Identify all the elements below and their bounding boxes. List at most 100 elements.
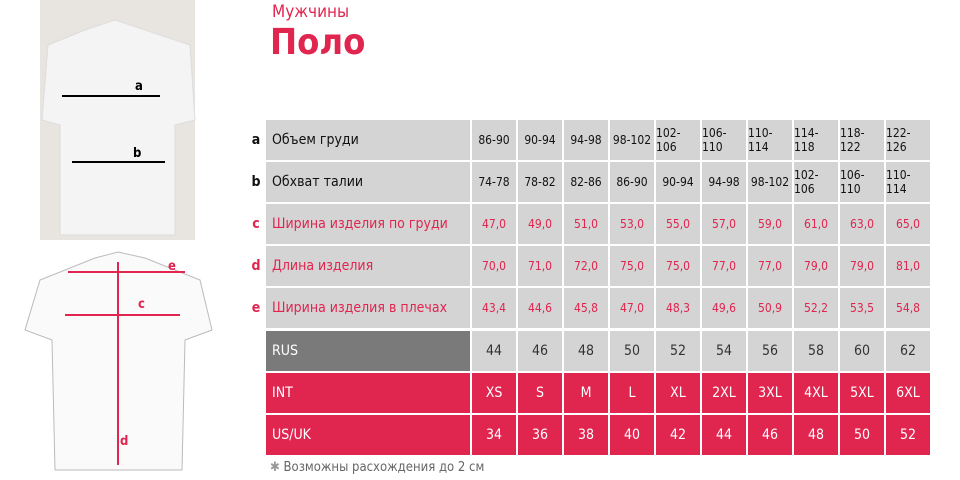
size-cell: 49,6: [702, 288, 746, 328]
size-cell: 122-126: [886, 120, 930, 160]
size-cell: 52: [886, 415, 930, 455]
size-cell: 52,2: [794, 288, 838, 328]
size-cell: 6XL: [886, 373, 930, 413]
size-cell: 34: [472, 415, 516, 455]
size-cell: 4XL: [794, 373, 838, 413]
size-cell: XL: [656, 373, 700, 413]
size-cell: 102-106: [794, 162, 838, 202]
size-cell: 79,0: [794, 246, 838, 286]
size-cell: 98-102: [748, 162, 792, 202]
size-cell: 75,0: [610, 246, 654, 286]
size-cell: 47,0: [610, 288, 654, 328]
size-cell: 72,0: [564, 246, 608, 286]
size-cell: 110-114: [748, 120, 792, 160]
row-label: Длина изделия: [266, 246, 470, 286]
row-label: Ширина изделия по груди: [266, 204, 470, 244]
size-cell: 70,0: [472, 246, 516, 286]
size-cell: 46: [518, 331, 562, 371]
size-cell: 61,0: [794, 204, 838, 244]
size-cell: 47,0: [472, 204, 516, 244]
size-cell: 59,0: [748, 204, 792, 244]
row-letter: b: [251, 174, 261, 190]
title: Поло: [270, 22, 366, 63]
size-cell: 106-110: [840, 162, 884, 202]
size-system-label: US/UK: [266, 415, 470, 455]
size-cell: 2XL: [702, 373, 746, 413]
size-cell: 46: [748, 415, 792, 455]
size-cell: 58: [794, 331, 838, 371]
size-cell: 5XL: [840, 373, 884, 413]
size-cell: L: [610, 373, 654, 413]
size-cell: 114-118: [794, 120, 838, 160]
size-cell: 79,0: [840, 246, 884, 286]
size-cell: 50: [610, 331, 654, 371]
size-cell: 82-86: [564, 162, 608, 202]
size-cell: 57,0: [702, 204, 746, 244]
diagram: a b c d e: [24, 0, 213, 471]
label-d: d: [120, 434, 128, 449]
size-cell: 54: [702, 331, 746, 371]
size-cell: 110-114: [886, 162, 930, 202]
size-cell: 42: [656, 415, 700, 455]
size-cell: 102-106: [656, 120, 700, 160]
size-cell: 44: [472, 331, 516, 371]
label-b: b: [133, 146, 141, 161]
size-cell: 38: [564, 415, 608, 455]
size-cell: 86-90: [610, 162, 654, 202]
size-cell: 60: [840, 331, 884, 371]
polo-photo: [41, 19, 196, 236]
size-cell: 54,8: [886, 288, 930, 328]
size-cell: 90-94: [656, 162, 700, 202]
size-cell: 90-94: [518, 120, 562, 160]
size-cell: 77,0: [702, 246, 746, 286]
size-cell: 44: [702, 415, 746, 455]
row-label: Ширина изделия в плечах: [266, 288, 470, 328]
asterisk-icon: ✱: [270, 460, 284, 475]
size-cell: 62: [886, 331, 930, 371]
row-letter: a: [251, 132, 261, 148]
size-cell: 106-110: [702, 120, 746, 160]
size-cell: 48: [564, 331, 608, 371]
size-cell: 44,6: [518, 288, 562, 328]
size-cell: 50,9: [748, 288, 792, 328]
size-cell: XS: [472, 373, 516, 413]
row-letter: e: [251, 300, 261, 316]
size-cell: 48,3: [656, 288, 700, 328]
subtitle: Мужчины: [272, 2, 350, 22]
size-cell: 75,0: [656, 246, 700, 286]
row-letter: d: [251, 258, 261, 274]
footnote-text: Возможны расхождения до 2 см: [283, 460, 485, 475]
size-cell: 94-98: [564, 120, 608, 160]
size-cell: 40: [610, 415, 654, 455]
size-cell: 55,0: [656, 204, 700, 244]
footnote: ✱ Возможны расхождения до 2 см: [270, 460, 484, 475]
size-cell: 71,0: [518, 246, 562, 286]
size-cell: 63,0: [840, 204, 884, 244]
row-label: Обхват талии: [266, 162, 470, 202]
size-cell: 78-82: [518, 162, 562, 202]
size-system-label: INT: [266, 373, 470, 413]
size-cell: 3XL: [748, 373, 792, 413]
size-cell: 94-98: [702, 162, 746, 202]
size-cell: 74-78: [472, 162, 516, 202]
size-cell: 65,0: [886, 204, 930, 244]
size-cell: 51,0: [564, 204, 608, 244]
size-cell: 43,4: [472, 288, 516, 328]
size-cell: 56: [748, 331, 792, 371]
size-cell: M: [564, 373, 608, 413]
label-e: e: [168, 259, 176, 274]
size-cell: 45,8: [564, 288, 608, 328]
size-system-label: RUS: [266, 331, 470, 371]
size-cell: 53,5: [840, 288, 884, 328]
size-cell: 77,0: [748, 246, 792, 286]
size-cell: 48: [794, 415, 838, 455]
size-cell: 86-90: [472, 120, 516, 160]
size-cell: 53,0: [610, 204, 654, 244]
row-letter: c: [252, 216, 260, 232]
size-cell: 52: [656, 331, 700, 371]
size-cell: S: [518, 373, 562, 413]
size-cell: 49,0: [518, 204, 562, 244]
label-a: a: [135, 79, 143, 94]
size-cell: 98-102: [610, 120, 654, 160]
